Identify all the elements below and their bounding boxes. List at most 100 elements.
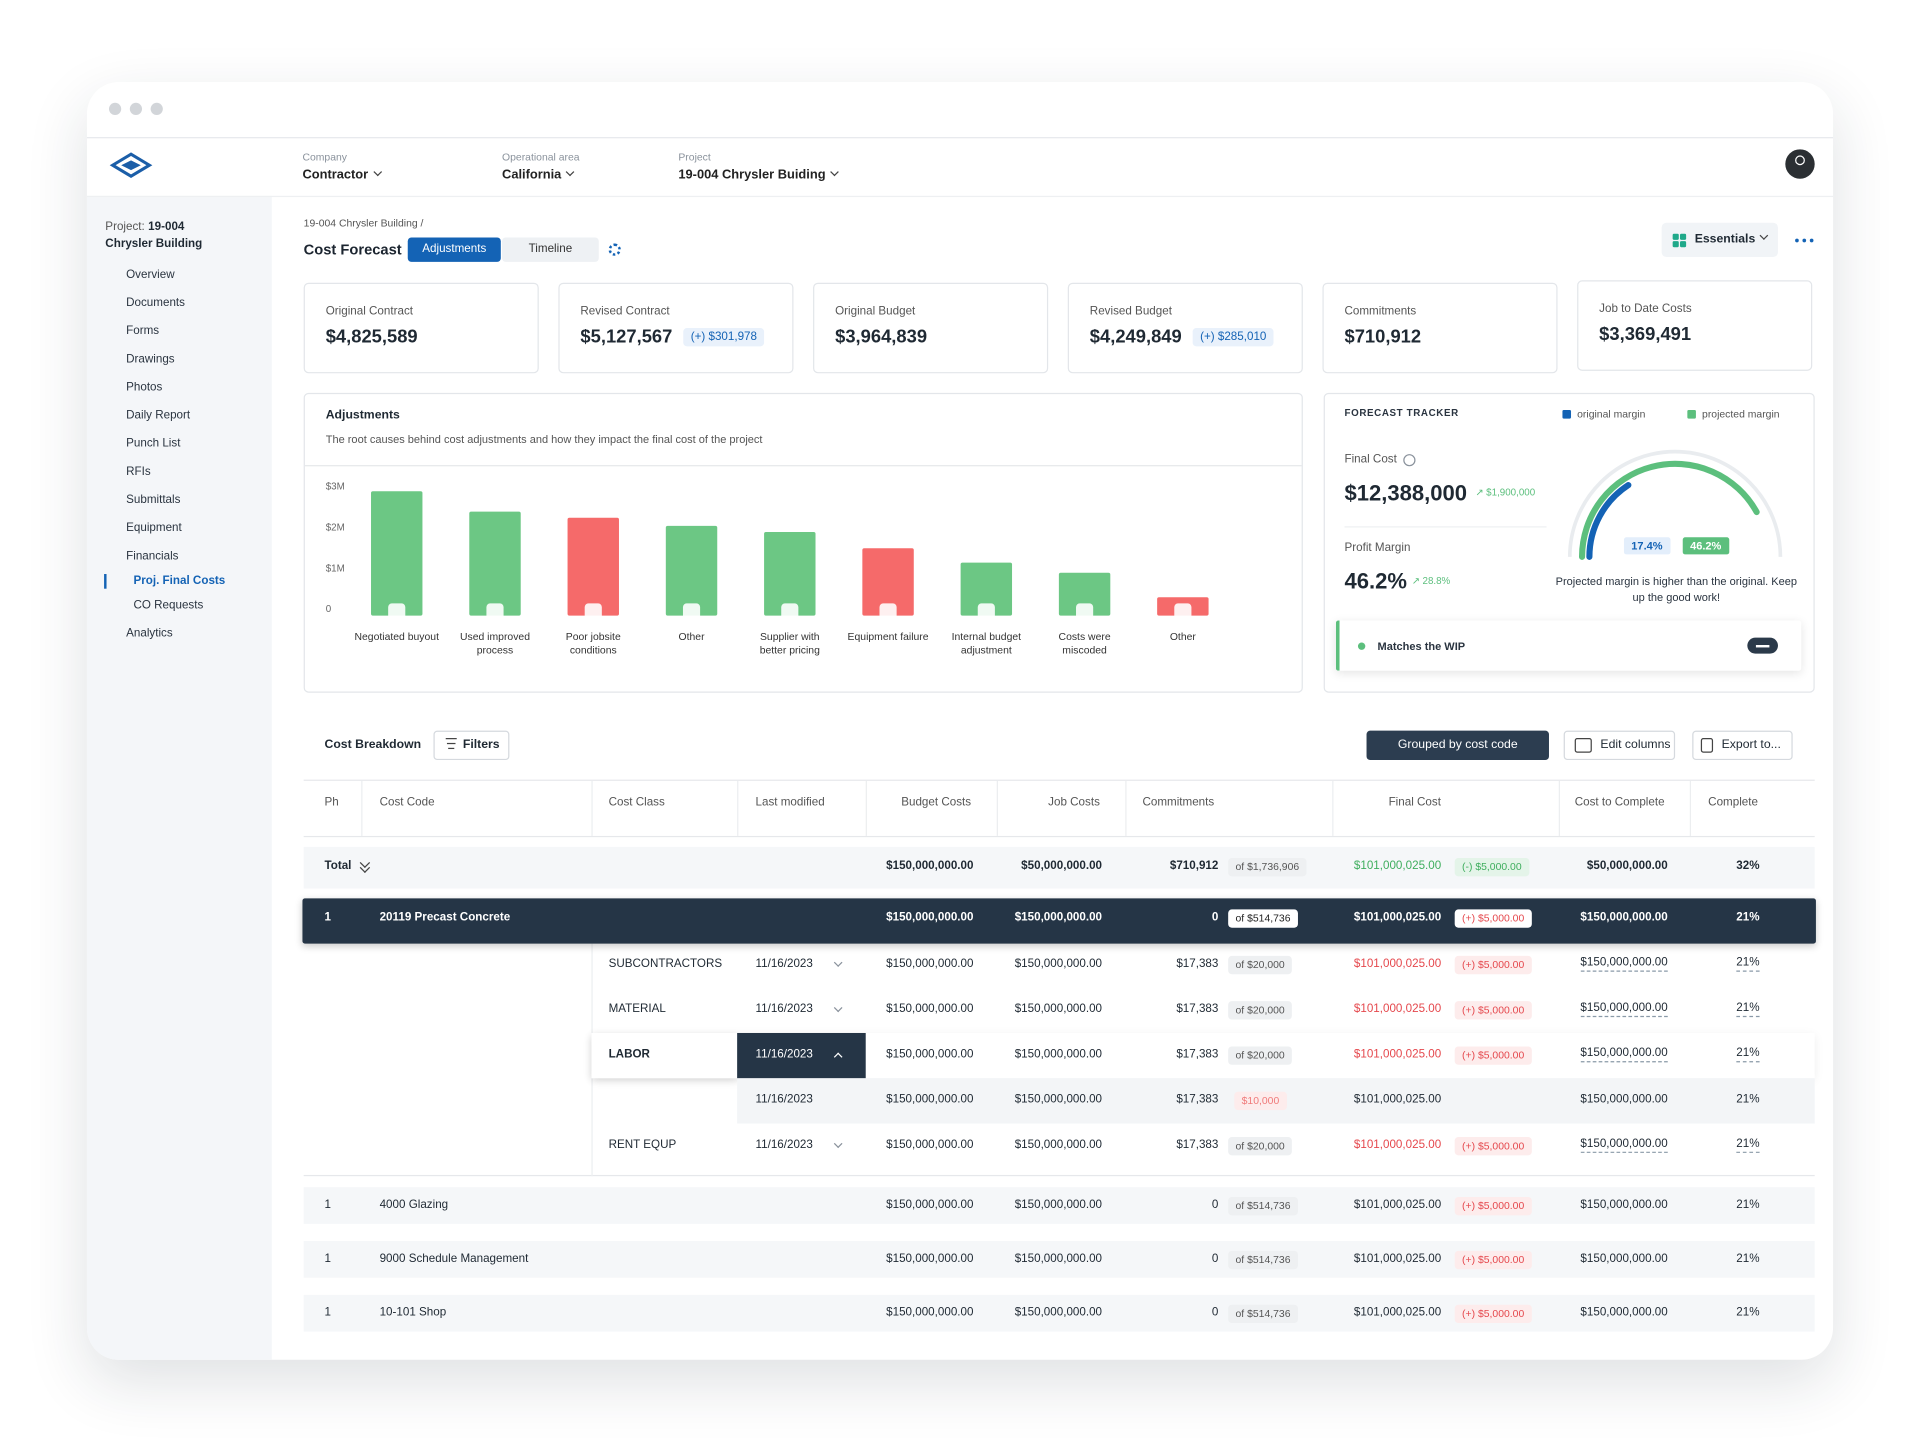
nav-item[interactable]: Photos	[126, 380, 163, 395]
window-dot	[150, 102, 163, 116]
column-separator	[996, 780, 998, 836]
bar	[567, 517, 619, 616]
kpi-label: Job to Date Costs	[1599, 302, 1692, 316]
column-header[interactable]: Final Cost	[1388, 795, 1441, 810]
more-icon[interactable]	[1801, 238, 1806, 243]
table-cell: $150,000,000.00	[1014, 1198, 1103, 1212]
legend-label: original margin	[1577, 407, 1646, 420]
table-cell: of $514,736	[1228, 1196, 1298, 1216]
tab[interactable]: Adjustments	[407, 237, 501, 262]
table-cell: 21%	[1736, 1046, 1760, 1063]
table-cell: $101,000,025.00	[1353, 1047, 1442, 1062]
page-title: Cost Forecast	[303, 241, 402, 259]
bar-icon	[1174, 603, 1192, 621]
table-cell: $150,000,000.00	[1580, 1092, 1668, 1107]
export-icon	[1700, 738, 1714, 753]
kpi-value-row: $3,964,839	[835, 327, 927, 348]
table-cell: 0	[1211, 910, 1219, 925]
more-icon[interactable]	[1809, 238, 1813, 243]
filter-value[interactable]: 19-004 Chrysler Buiding	[678, 166, 837, 183]
nav-item[interactable]: Drawings	[126, 352, 175, 366]
group-row[interactable]	[302, 898, 1816, 944]
column-header[interactable]: Complete	[1708, 795, 1758, 810]
table-cell: $17,383	[1176, 1138, 1219, 1152]
legend-label: projected margin	[1702, 407, 1780, 420]
nav-item[interactable]: Forms	[126, 324, 160, 338]
bar-icon	[781, 603, 799, 621]
filters-button[interactable]: Filters	[433, 730, 510, 761]
status-text: Matches the WIP	[1377, 640, 1466, 653]
group-button[interactable]: Grouped by cost code	[1366, 730, 1549, 761]
table-cell: $17,383	[1176, 1047, 1219, 1062]
gauge-arc	[1586, 482, 1632, 560]
edit-columns-button[interactable]: Edit columns	[1563, 730, 1676, 761]
nav-item[interactable]: Overview	[126, 268, 175, 282]
column-header[interactable]: Ph	[324, 795, 339, 810]
table-cell: 11/16/2023	[755, 1092, 813, 1107]
table-cell: SUBCONTRACTORS	[608, 957, 723, 971]
table-cell: 21%	[1736, 956, 1760, 972]
more-icon[interactable]	[1794, 238, 1799, 243]
kpi-value: $3,369,491	[1599, 324, 1692, 346]
table-cell: $101,000,025.00	[1353, 1252, 1442, 1266]
table-cell: 21%	[1736, 1252, 1760, 1266]
bar	[469, 511, 521, 616]
table-cell: $150,000,000.00	[1014, 1002, 1103, 1016]
group-row[interactable]	[303, 1187, 1815, 1224]
column-header[interactable]: Commitments	[1142, 795, 1215, 810]
table-header	[303, 779, 1815, 838]
table-cell: 21%	[1736, 1092, 1760, 1107]
nav-item[interactable]: Punch List	[126, 436, 181, 451]
filter-label: Operational area	[502, 150, 580, 163]
x-tick-label: Used improved process	[459, 630, 530, 657]
table-cell: $50,000,000.00	[1021, 859, 1103, 873]
table-cell: $150,000,000.00	[1014, 1305, 1103, 1320]
nav-item[interactable]: Submittals	[126, 493, 181, 507]
settings-icon[interactable]	[608, 243, 621, 256]
kpi-value-row: $4,825,589	[326, 327, 418, 348]
table-title: Cost Breakdown	[324, 738, 422, 752]
table-cell: $710,912	[1169, 859, 1219, 873]
kpi-label: Commitments	[1344, 304, 1417, 319]
table-cell: 0	[1211, 1305, 1219, 1320]
final-cost-label: Final Cost	[1344, 452, 1397, 467]
table-cell: $150,000,000.00	[1580, 1001, 1668, 1018]
nav-item[interactable]: Daily Report	[126, 408, 191, 423]
table-cell: of $514,736	[1228, 1250, 1298, 1270]
column-header[interactable]: Last modified	[755, 795, 825, 810]
column-header[interactable]: Cost to Complete	[1574, 795, 1665, 810]
nav-subitem[interactable]: CO Requests	[133, 598, 204, 612]
column-separator	[1689, 780, 1692, 836]
table-cell: 21%	[1736, 1001, 1760, 1018]
table-cell: $10,000	[1234, 1091, 1287, 1111]
table-cell: 1	[324, 1198, 331, 1212]
table-cell: $150,000,000.00	[1014, 1092, 1103, 1107]
column-header[interactable]: Job Costs	[1048, 795, 1100, 810]
nav-item[interactable]: Analytics	[126, 626, 173, 641]
filter-value[interactable]: Contractor	[302, 166, 380, 183]
date-cell[interactable]	[737, 1032, 866, 1079]
filter-value[interactable]: California	[502, 166, 574, 183]
kpi-delta: (+) $301,978	[683, 328, 765, 347]
project-id: 19-004	[148, 220, 185, 234]
group-row[interactable]	[303, 1294, 1815, 1332]
tab[interactable]: Timeline	[502, 237, 599, 262]
column-header[interactable]: Cost Class	[608, 795, 665, 810]
nav-item[interactable]: RFIs	[126, 465, 151, 479]
nav-item[interactable]: Documents	[126, 296, 185, 310]
export-button[interactable]: Export to...	[1692, 730, 1793, 761]
column-separator	[1125, 780, 1127, 836]
table-cell: 20119 Precast Concrete	[379, 910, 511, 925]
nav-item[interactable]: Financials	[126, 549, 179, 563]
tracker-panel	[1323, 392, 1815, 693]
table-cell: $150,000,000.00	[1580, 956, 1668, 972]
column-header[interactable]: Budget Costs	[901, 795, 972, 810]
bar	[862, 548, 914, 616]
column-header[interactable]: Cost Code	[379, 795, 435, 810]
nav-item[interactable]: Equipment	[126, 521, 182, 535]
gauge-label: 46.2%	[1682, 537, 1729, 555]
group-row[interactable]	[303, 1241, 1815, 1278]
status-dot	[1357, 642, 1366, 650]
nav-subitem[interactable]: Proj. Final Costs	[133, 574, 226, 588]
table-cell: $17,383	[1176, 1092, 1219, 1107]
